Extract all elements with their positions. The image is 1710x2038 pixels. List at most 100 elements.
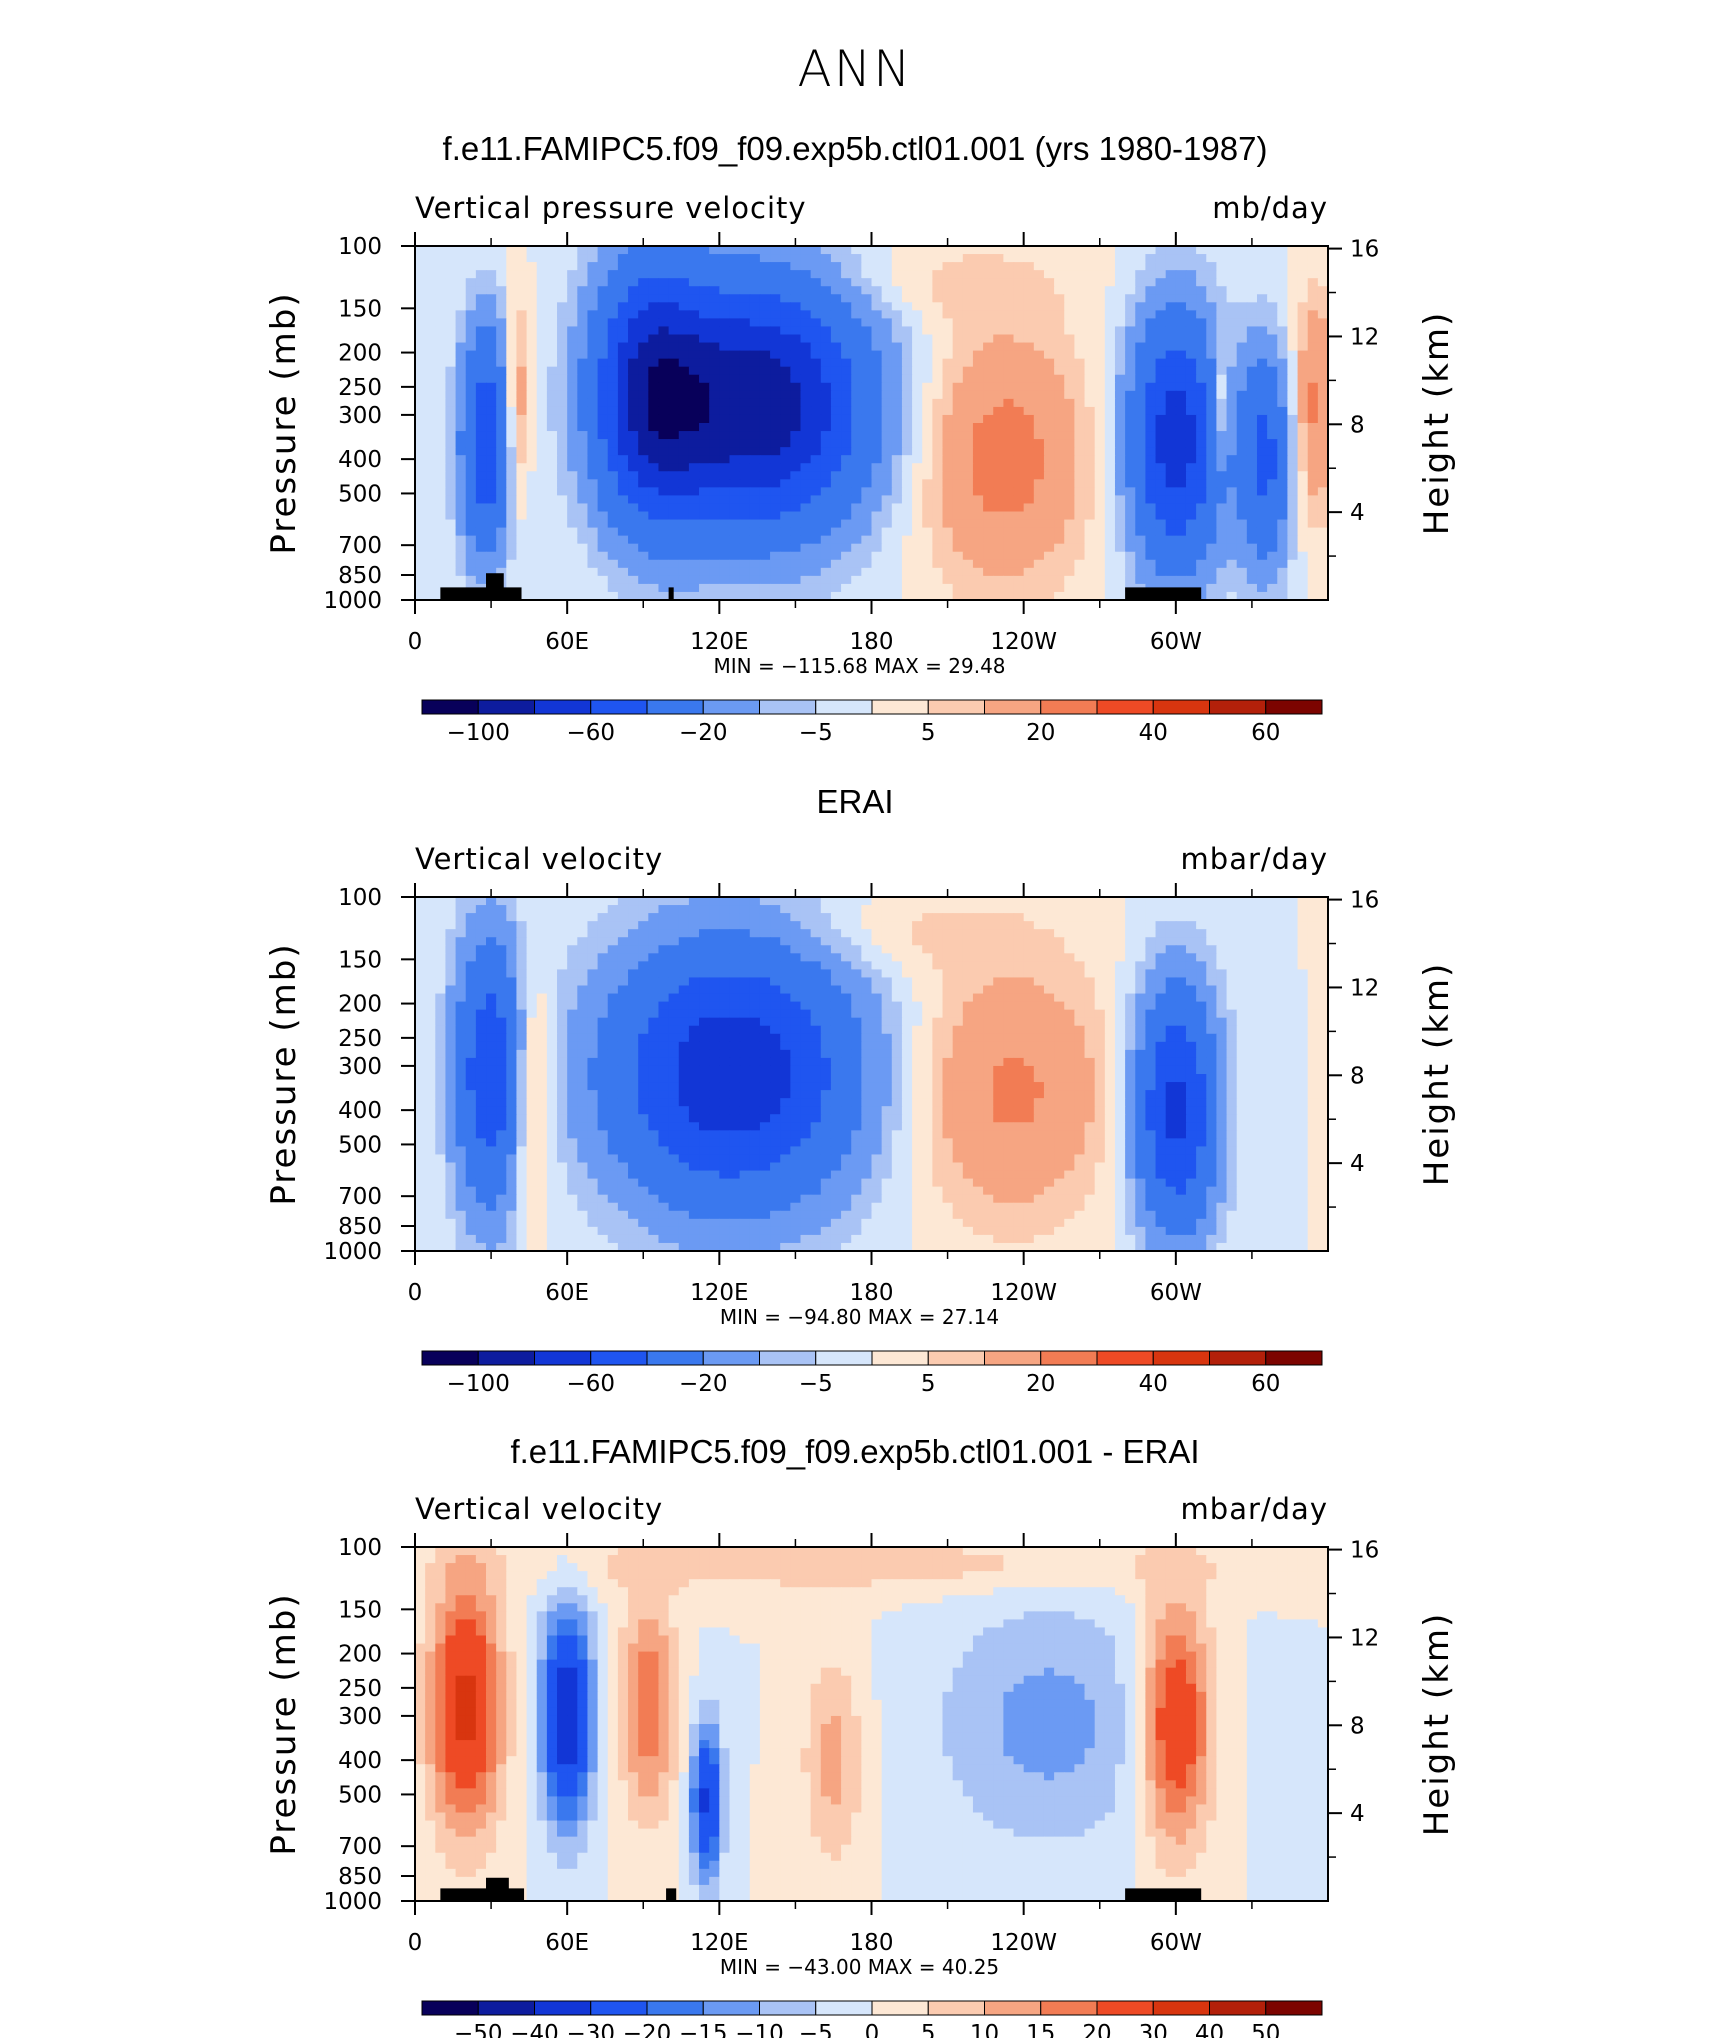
contour-cell: [962, 921, 974, 930]
contour-cell: [486, 463, 497, 472]
contour-cell: [658, 543, 670, 553]
contour-cell: [435, 905, 447, 914]
contour-cell: [942, 294, 954, 303]
contour-cell: [1145, 326, 1157, 336]
contour-cell: [1013, 487, 1025, 497]
contour-cell: [922, 471, 933, 480]
contour-cell: [790, 929, 802, 938]
contour-cell: [536, 921, 548, 930]
contour-cell: [638, 905, 649, 914]
contour-cell: [780, 487, 791, 497]
contour-cell: [709, 945, 720, 954]
contour-cell: [699, 318, 710, 328]
contour-cell: [465, 439, 477, 448]
contour-cell: [587, 358, 599, 368]
contour-cell: [709, 471, 720, 480]
contour-cell: [1074, 262, 1086, 271]
contour-cell: [983, 366, 994, 376]
contour-cell: [901, 519, 913, 529]
contour-cell: [1043, 969, 1055, 979]
contour-cell: [486, 358, 497, 368]
contour-cell: [1196, 905, 1207, 914]
contour-cell: [648, 905, 660, 914]
contour-cell: [1074, 591, 1086, 601]
contour-cell: [486, 262, 497, 271]
contour-cell: [800, 969, 812, 979]
contour-cell: [1165, 463, 1177, 472]
contour-cell: [851, 913, 862, 922]
contour-cell: [972, 358, 984, 368]
contour-cell: [1256, 929, 1268, 938]
contour-cell: [1175, 326, 1187, 336]
contour-cell: [1287, 969, 1299, 979]
contour-cell: [617, 559, 629, 569]
contour-cell: [820, 423, 832, 432]
contour-cell: [445, 278, 457, 287]
contour-cell: [770, 487, 781, 497]
contour-cell: [851, 350, 862, 360]
contour-cell: [1246, 294, 1258, 303]
contour-cell: [759, 302, 771, 311]
contour-cell: [851, 945, 862, 954]
contour-cell: [932, 414, 944, 424]
contour-cell: [1175, 262, 1187, 271]
contour-cell: [648, 527, 660, 537]
contour-cell: [841, 913, 852, 922]
contour-cell: [1185, 905, 1197, 914]
contour-cell: [668, 374, 680, 384]
contour-cell: [587, 414, 599, 424]
contour-cell: [425, 495, 436, 505]
contour-cell: [557, 511, 568, 521]
contour-cell: [415, 254, 426, 263]
contour-cell: [526, 495, 538, 505]
contour-cell: [496, 423, 507, 432]
contour-cell: [688, 535, 700, 545]
contour-cell: [1104, 551, 1116, 561]
contour-cell: [932, 318, 944, 328]
contour-cell: [891, 503, 903, 513]
contour-cell: [455, 479, 467, 488]
contour-cell: [668, 897, 680, 906]
contour-cell: [1084, 254, 1096, 263]
contour-cell: [891, 382, 903, 392]
contour-cell: [1317, 471, 1329, 480]
contour-cell: [861, 294, 873, 303]
contour-cell: [871, 423, 883, 432]
contour-cell: [861, 953, 873, 962]
contour-cell: [1054, 511, 1065, 521]
contour-cell: [557, 913, 568, 922]
contour-cell: [536, 583, 548, 593]
contour-cell: [1064, 270, 1075, 279]
contour-cell: [415, 270, 426, 279]
contour-cell: [486, 921, 497, 930]
contour-cell: [648, 390, 660, 400]
contour-cell: [1277, 294, 1289, 303]
contour-cell: [749, 358, 761, 368]
contour-cell: [851, 937, 862, 946]
contour-cell: [577, 398, 589, 408]
contour-cell: [1307, 463, 1319, 472]
contour-cell: [739, 342, 751, 352]
contour-cell: [648, 374, 660, 384]
contour-cell: [1094, 551, 1106, 561]
contour-cell: [983, 278, 994, 287]
contour-cell: [952, 302, 964, 311]
contour-cell: [972, 551, 984, 561]
contour-cell: [445, 479, 457, 488]
contour-cell: [729, 977, 741, 987]
contour-cell: [800, 431, 812, 440]
contour-cell: [475, 382, 487, 392]
contour-cell: [861, 929, 873, 938]
contour-cell: [983, 326, 994, 336]
contour-cell: [1084, 471, 1096, 480]
contour-cell: [1317, 527, 1329, 537]
contour-cell: [993, 246, 1004, 255]
contour-cell: [415, 286, 426, 295]
contour-cell: [567, 479, 578, 488]
contour-cell: [699, 302, 710, 311]
contour-cell: [536, 535, 548, 545]
contour-cell: [1003, 286, 1015, 295]
contour-cell: [1317, 423, 1329, 432]
contour-cell: [1033, 294, 1045, 303]
contour-cell: [1165, 455, 1177, 464]
